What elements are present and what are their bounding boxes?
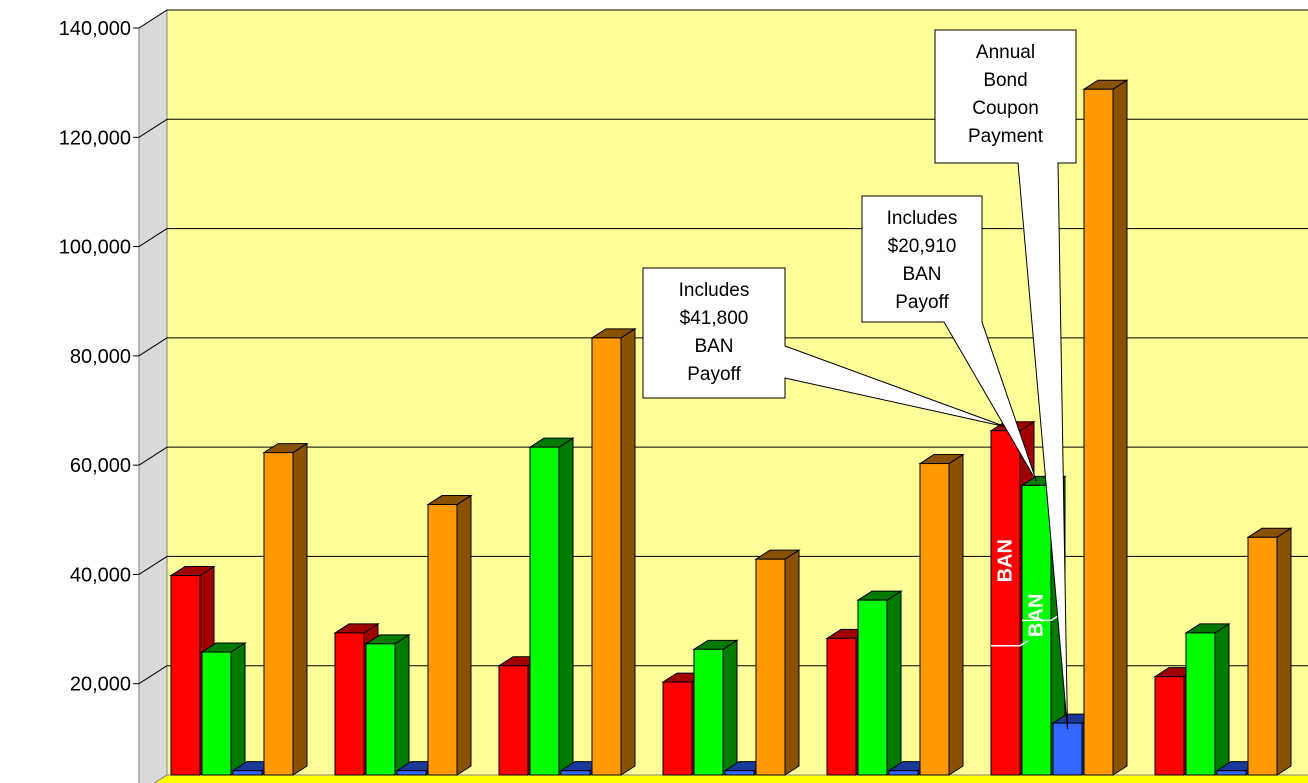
callout-text: Annual [976,42,1035,63]
callout-box [861,195,1037,482]
gridline-side [138,9,168,29]
bar [1184,623,1231,776]
ban-divider [1022,614,1060,622]
bar-front [263,452,294,776]
bar [856,590,903,776]
bar-front [990,430,1021,776]
bar-front [427,504,458,776]
bar [754,549,801,776]
bar-front [560,770,591,776]
gridline-side [138,228,168,247]
bar-side [394,633,410,776]
y-tick-label: 120,000 [59,127,131,149]
bar-front [334,632,365,776]
bar [590,327,637,776]
bar-front [232,770,263,776]
bar-front [170,575,201,776]
bar-front [1154,676,1185,776]
bar-front [1052,722,1083,776]
callout-text: Includes [679,280,750,301]
bar [262,442,309,776]
bar-side [456,494,472,776]
callout-text: Includes [887,208,958,229]
bar-front [888,770,919,776]
callout: Annual Bond Coupon Payment [934,29,1077,730]
bar-side [722,639,738,776]
bar-side [784,549,800,776]
callout-text: Payoff [687,364,741,385]
bar-front [826,637,857,776]
y-tick-label: 20,000 [70,674,131,696]
bar-side [558,437,574,776]
y-tick-label: 60,000 [70,455,131,477]
y-tick-label: 100,000 [59,237,131,259]
gridline-side [138,337,168,357]
bar-front [1216,770,1247,776]
callouts: Includes $41,800 BAN Payoff Includes $20,910 B… [642,29,1077,730]
callout: Includes $20,910 BAN Payoff [861,195,1037,482]
bar-side [1112,79,1128,776]
bar-side [620,327,636,776]
y-tick-label: 80,000 [70,346,131,368]
bar-front [591,337,622,776]
bar-front [365,643,396,776]
bar-front [662,681,693,776]
bar [528,437,575,776]
bar-front [919,463,950,776]
callout-text: Payment [968,126,1044,147]
bar-side [1276,527,1292,776]
bar-front [1083,88,1114,776]
gridline-side [138,665,168,685]
callout-text: $20,910 [888,236,957,257]
bar-front [201,651,232,776]
y-tick-label: 140,000 [59,18,131,40]
bar-front [724,770,755,776]
callout-text: $41,800 [680,308,749,329]
bar-side [1214,623,1230,776]
bar-side [948,453,964,776]
bar [364,633,411,776]
y-axis-ticks: 20,000 40,000 60,000 80,000 100,000 120,000 14… [59,18,131,696]
bar-labels: BAN BAN [991,539,1060,647]
bar-front [857,599,888,776]
callout-text: Coupon [972,98,1039,119]
callout: Includes $41,800 BAN Payoff [642,267,1006,428]
ban-label: BAN [995,539,1017,582]
bars [169,79,1293,776]
bar-side [292,442,308,776]
callout-box [934,29,1077,730]
ban-divider [991,640,1029,647]
ban-label: BAN [1026,594,1048,637]
callout-text: Bond [983,70,1027,91]
bar-side [886,590,902,776]
bar-front [529,446,560,776]
bar [1082,79,1129,776]
gridline-side [138,556,168,575]
bar [426,494,473,776]
floor [153,774,1308,783]
callout-text: BAN [902,264,941,285]
bar-front [1247,536,1278,776]
bar-front [396,770,427,776]
side-wall [138,9,168,783]
bar [918,453,965,776]
gridline-side [138,446,168,466]
bar [692,639,739,776]
callout-text: Payoff [895,292,949,313]
y-tick-label: 40,000 [70,564,131,586]
bar-front [1185,632,1216,776]
bar-front [1021,484,1052,776]
bar-front [693,648,724,776]
bar [1246,527,1293,776]
bar-side [230,642,246,776]
gridline-side [138,118,168,138]
callout-text: BAN [694,336,733,357]
bar [200,642,247,776]
bar-front [755,558,786,776]
bar-front [498,665,529,776]
callout-box [642,267,1006,428]
